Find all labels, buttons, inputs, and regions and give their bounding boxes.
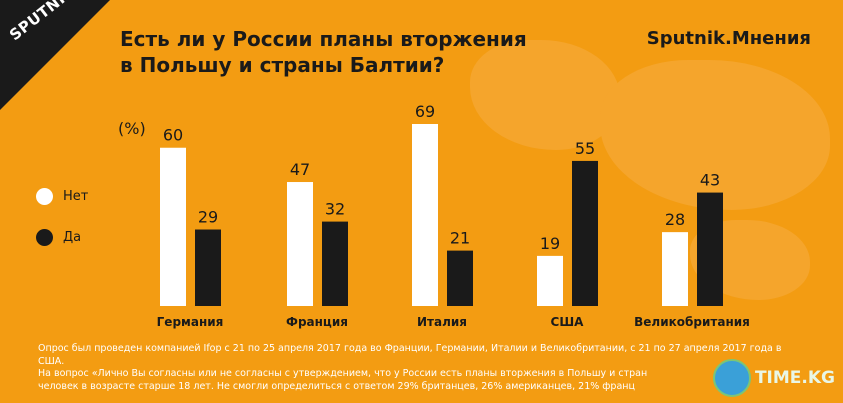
bar-net-3 <box>537 255 563 306</box>
legend-item-da: Да <box>36 229 81 246</box>
footnote-line-2: На вопрос «Лично Вы согласны или не согл… <box>38 368 648 379</box>
world-map-background <box>600 60 830 210</box>
chart-title-line-1: Есть ли у России планы вторжения <box>120 27 527 51</box>
data-label-net-1: 47 <box>290 160 310 179</box>
category-label-4: Великобритания <box>634 315 750 329</box>
legend-swatch-net <box>36 188 53 205</box>
unit-label: (%) <box>118 119 146 138</box>
legend-label-net: Нет <box>63 189 89 204</box>
data-label-da-1: 32 <box>325 200 345 219</box>
watermark-text: TIME.KG <box>754 368 835 388</box>
bar-da-2 <box>447 250 473 306</box>
bar-da-1 <box>322 221 348 306</box>
bar-da-0 <box>195 229 221 306</box>
footnote: Опрос был проведен компанией Ifop с 21 п… <box>38 343 808 393</box>
world-map-background <box>470 40 620 150</box>
category-label-1: Франция <box>286 315 348 329</box>
legend-swatch-da <box>36 229 53 246</box>
bar-net-4 <box>662 232 688 306</box>
category-label-3: США <box>551 315 585 329</box>
data-label-da-4: 43 <box>700 171 720 190</box>
category-label-0: Германия <box>157 315 224 329</box>
chart-title: Есть ли у России планы вторжения в Польш… <box>120 26 590 78</box>
sputnik-logo <box>0 0 110 110</box>
globe-icon <box>712 359 751 397</box>
brand-label: Sputnik.Мнения <box>646 28 811 49</box>
bar-net-0 <box>160 147 186 306</box>
data-label-da-3: 55 <box>575 139 595 158</box>
data-label-net-0: 60 <box>163 126 183 145</box>
bar-da-3 <box>572 160 598 306</box>
data-label-net-3: 19 <box>540 234 560 253</box>
data-label-net-4: 28 <box>665 210 685 229</box>
bar-da-4 <box>697 192 723 306</box>
data-label-da-2: 21 <box>450 229 470 248</box>
data-label-da-0: 29 <box>198 208 218 227</box>
category-label-2: Италия <box>417 315 467 329</box>
footnote-line-1: Опрос был проведен компанией Ifop с 21 п… <box>38 343 782 367</box>
data-label-net-2: 69 <box>415 102 435 121</box>
bar-net-1 <box>287 182 313 306</box>
chart-title-line-2: в Польшу и страны Балтии? <box>120 53 445 77</box>
footnote-line-3: человек в возрасте старше 18 лет. Не смо… <box>38 380 635 392</box>
bar-net-2 <box>412 124 438 306</box>
legend-item-net: Нет <box>36 188 88 205</box>
watermark: TIME.KG <box>712 359 835 397</box>
legend-label-da: Да <box>63 230 82 245</box>
